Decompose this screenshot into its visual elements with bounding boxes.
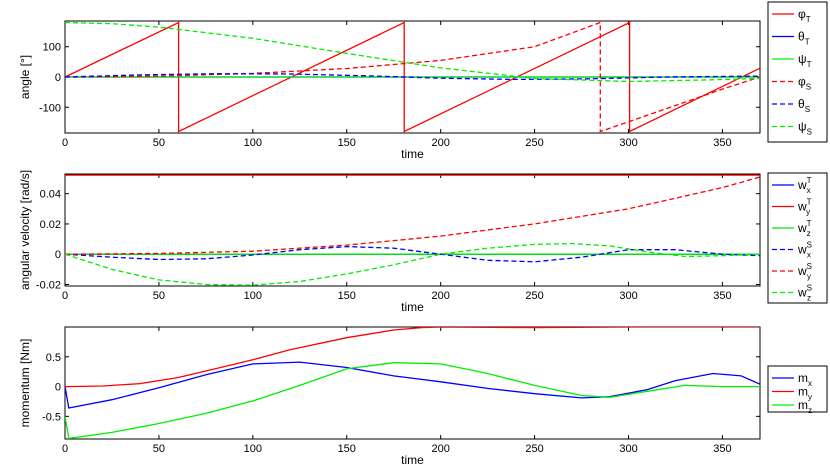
legend-label: φS (798, 75, 811, 92)
legend: φT θT ψT φS θS ψS (767, 1, 828, 143)
x-tick-label: 300 (619, 290, 637, 302)
series-group (65, 174, 760, 286)
x-tick-label: 300 (619, 137, 637, 149)
legend: wT x wT y wT z wS x wS y wS z (767, 172, 828, 304)
legend-label: ψT (798, 52, 812, 69)
x-tick-label: 100 (244, 137, 262, 149)
y-tick-label: 0 (55, 249, 61, 261)
legend-box (767, 1, 828, 143)
legend-label: φT (798, 7, 811, 24)
x-tick-label: 350 (713, 290, 731, 302)
series-line-4 (65, 245, 760, 263)
x-tick-label: 150 (338, 443, 356, 455)
x-tick-label: 250 (525, 290, 543, 302)
series-group (65, 327, 760, 439)
y-tick-label: 100 (43, 42, 61, 54)
x-tick-label: 100 (244, 290, 262, 302)
y-tick-label: -100 (39, 102, 61, 114)
y-tick-label: 0.04 (40, 189, 61, 201)
y-tick-label: 0.02 (40, 219, 61, 231)
x-tick-label: 0 (62, 443, 68, 455)
x-tick-label: 50 (153, 290, 165, 302)
x-tick-label: 250 (525, 137, 543, 149)
x-tick-label: 0 (62, 290, 68, 302)
chart-panel-2: 0 50 100 150 200 250 300 3500.040.020-0.02timea… (18, 170, 828, 314)
legend-label: wT z (797, 219, 812, 238)
plot-frame (64, 326, 761, 440)
legend-box (767, 172, 828, 304)
x-tick-label: 250 (525, 443, 543, 455)
legend-label: mx (798, 371, 812, 388)
series-line-5 (65, 73, 760, 81)
x-tick-label: 100 (244, 443, 262, 455)
x-tick-label: 350 (713, 137, 731, 149)
chart-panel-3: 0 50 100 150 200 250 300 350 0.5 0 -0.5 time momentu… (18, 326, 828, 467)
legend-label: wS y (797, 262, 812, 281)
x-tick-label: 50 (153, 443, 165, 455)
x-tick-label: 0 (62, 137, 68, 149)
x-axis-title: time (401, 300, 424, 314)
series-line-6 (65, 242, 760, 286)
x-tick-label: 50 (153, 137, 165, 149)
series-group (65, 21, 760, 133)
legend-box (767, 365, 828, 413)
series-line-5 (65, 176, 760, 255)
legend-label: my (798, 385, 812, 402)
x-tick-label: 150 (338, 290, 356, 302)
y-tick-label: 0 (55, 72, 61, 84)
legend-label: wT x (797, 176, 812, 195)
y-tick-label: 0.5 (46, 352, 61, 364)
y-tick-label: -0.5 (42, 411, 61, 423)
x-tick-label: 200 (431, 137, 449, 149)
y-axis-title: angle [°] (18, 55, 32, 99)
x-tick-label: 200 (431, 443, 449, 455)
legend-label: mz (798, 398, 812, 415)
x-tick-label: 350 (713, 443, 731, 455)
x-axis-title: time (401, 147, 424, 161)
x-tick-label: 300 (619, 443, 637, 455)
x-axis-title: time (401, 453, 424, 467)
series-line-6 (65, 21, 760, 83)
legend-label: θT (798, 30, 810, 47)
y-axis-title: momentum [Nm] (18, 339, 32, 428)
x-tick-label: 150 (338, 137, 356, 149)
series-line-3 (65, 362, 760, 439)
series-line-2 (65, 327, 760, 388)
y-axis-title: angular velocity [rad/s] (18, 170, 32, 290)
legend-label: wS x (797, 241, 812, 260)
plot-frame (64, 173, 761, 287)
y-tick-label: -0.02 (36, 279, 61, 291)
legend-label: ψS (798, 120, 812, 137)
y-tick-label: 0 (55, 382, 61, 394)
chart-panel-1: 0 50 100 150 200 250 300 350 100 0 -100 time angle [… (18, 1, 828, 161)
series-line-1 (65, 361, 760, 409)
legend-label: θS (798, 97, 810, 114)
legend-label: wS z (797, 284, 812, 303)
legend-label: wT y (797, 198, 812, 217)
x-tick-label: 200 (431, 290, 449, 302)
